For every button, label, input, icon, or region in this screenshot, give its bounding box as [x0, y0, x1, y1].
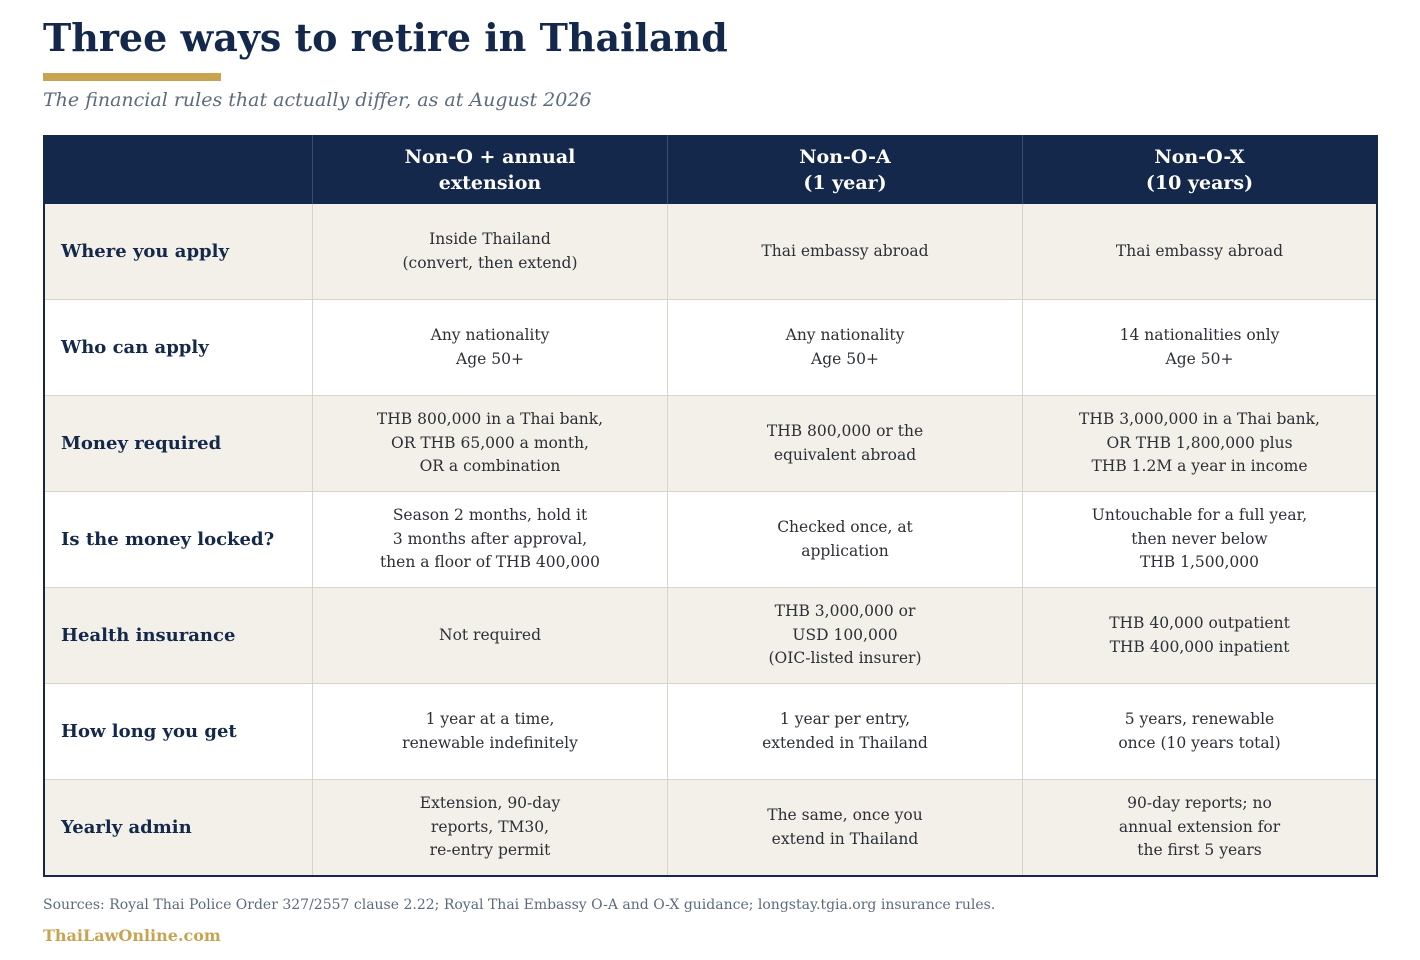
row-label: Who can apply: [45, 300, 313, 395]
header-cell-empty: [45, 135, 313, 204]
table-row: Money required THB 800,000 in a Thai ban…: [45, 396, 1376, 492]
table-cell: Season 2 months, hold it 3 months after …: [313, 492, 668, 587]
table-cell: THB 800,000 in a Thai bank, OR THB 65,00…: [313, 396, 668, 491]
comparison-table: Non-O + annual extension Non-O-A (1 year…: [43, 135, 1378, 877]
sources-note: Sources: Royal Thai Police Order 327/255…: [43, 897, 996, 913]
page-title: Three ways to retire in Thailand: [43, 15, 728, 60]
table-row: How long you get 1 year at a time, renew…: [45, 684, 1376, 780]
table-row: Is the money locked? Season 2 months, ho…: [45, 492, 1376, 588]
table-cell: 90-day reports; no annual extension for …: [1118, 794, 1281, 860]
table-cell: THB 40,000 outpatient THB 400,000 inpati…: [1109, 614, 1290, 656]
table-row: Yearly admin Extension, 90-day reports, …: [45, 780, 1376, 875]
table-cell: Untouchable for a full year, then never …: [1091, 506, 1308, 572]
header-cell-non-o: Non-O + annual extension: [313, 135, 668, 204]
title-accent-rule: [43, 73, 221, 81]
table-cell: Checked once, at application: [668, 492, 1023, 587]
row-label: Where you apply: [45, 204, 313, 299]
table-cell: 14 nationalities only Age 50+: [1119, 326, 1280, 368]
table-cell: 5 years, renewable once (10 years total): [1118, 710, 1281, 752]
row-label: Is the money locked?: [45, 492, 313, 587]
table-body: Where you apply Inside Thailand (convert…: [45, 204, 1376, 875]
brand-link[interactable]: ThaiLawOnline.com: [43, 926, 221, 945]
table-cell: Any nationality Age 50+: [313, 300, 668, 395]
table-cell: THB 800,000 or the equivalent abroad: [668, 396, 1023, 491]
table-cell: Not required: [313, 588, 668, 683]
table-cell: Thai embassy abroad: [1115, 241, 1284, 260]
row-label: How long you get: [45, 684, 313, 779]
table-cell: The same, once you extend in Thailand: [668, 780, 1023, 875]
table-row: Where you apply Inside Thailand (convert…: [45, 204, 1376, 300]
table-cell: Extension, 90-day reports, TM30, re-entr…: [313, 780, 668, 875]
table-cell: 1 year per entry, extended in Thailand: [668, 684, 1023, 779]
table-row: Who can apply Any nationality Age 50+ An…: [45, 300, 1376, 396]
table-cell: Any nationality Age 50+: [668, 300, 1023, 395]
page-subtitle: The financial rules that actually differ…: [43, 89, 592, 111]
row-label: Yearly admin: [45, 780, 313, 875]
table-cell: Inside Thailand (convert, then extend): [313, 204, 668, 299]
row-label: Health insurance: [45, 588, 313, 683]
table-cell: 1 year at a time, renewable indefinitely: [313, 684, 668, 779]
header-cell-non-o-a: Non-O-A (1 year): [668, 135, 1023, 204]
table-cell: THB 3,000,000 or USD 100,000 (OIC-listed…: [668, 588, 1023, 683]
table-cell: THB 3,000,000 in a Thai bank, OR THB 1,8…: [1079, 410, 1320, 476]
table-header-row: Non-O + annual extension Non-O-A (1 year…: [45, 135, 1376, 204]
table-row: Health insurance Not required THB 3,000,…: [45, 588, 1376, 684]
header-cell-non-o-x: Non-O-X (10 years): [1145, 145, 1254, 194]
table-cell: Thai embassy abroad: [668, 204, 1023, 299]
row-label: Money required: [45, 396, 313, 491]
